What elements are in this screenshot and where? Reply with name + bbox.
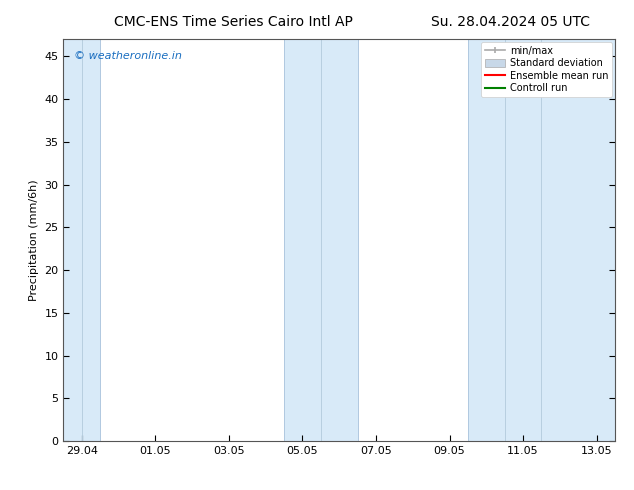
Legend: min/max, Standard deviation, Ensemble mean run, Controll run: min/max, Standard deviation, Ensemble me… [481, 42, 612, 97]
Bar [468, 39, 615, 441]
Text: © weatheronline.in: © weatheronline.in [74, 51, 183, 61]
Bar [63, 39, 100, 441]
Y-axis label: Precipitation (mm/6h): Precipitation (mm/6h) [29, 179, 39, 301]
Text: CMC-ENS Time Series Cairo Intl AP: CMC-ENS Time Series Cairo Intl AP [114, 15, 353, 29]
Bar [284, 39, 358, 441]
Text: Su. 28.04.2024 05 UTC: Su. 28.04.2024 05 UTC [431, 15, 590, 29]
